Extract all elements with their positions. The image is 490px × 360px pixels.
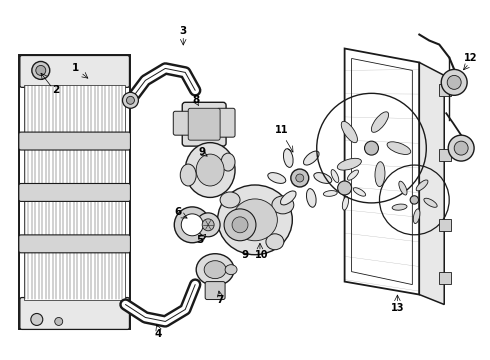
FancyBboxPatch shape (217, 108, 235, 137)
FancyBboxPatch shape (20, 298, 129, 329)
Ellipse shape (220, 192, 240, 208)
FancyBboxPatch shape (188, 108, 220, 140)
Circle shape (36, 66, 46, 75)
Polygon shape (344, 49, 419, 294)
Bar (439, 84, 451, 96)
Text: 3: 3 (180, 26, 187, 36)
Text: 12: 12 (465, 54, 478, 63)
Ellipse shape (233, 199, 277, 241)
Ellipse shape (331, 170, 339, 183)
Circle shape (196, 213, 220, 237)
FancyBboxPatch shape (173, 111, 191, 135)
Ellipse shape (424, 198, 437, 207)
Circle shape (202, 219, 214, 231)
FancyBboxPatch shape (182, 102, 226, 146)
Ellipse shape (280, 191, 296, 205)
Text: 5: 5 (196, 235, 204, 245)
Ellipse shape (337, 158, 362, 170)
Ellipse shape (347, 170, 359, 180)
Ellipse shape (204, 261, 226, 279)
FancyBboxPatch shape (20, 55, 129, 87)
Bar (19, 55, 130, 329)
Circle shape (296, 174, 304, 182)
Ellipse shape (371, 112, 389, 132)
Circle shape (126, 96, 134, 104)
Bar (439, 272, 451, 284)
Circle shape (181, 214, 203, 236)
Text: 10: 10 (255, 250, 269, 260)
Ellipse shape (196, 154, 224, 186)
Ellipse shape (221, 153, 235, 171)
Circle shape (55, 318, 63, 325)
Text: 1: 1 (72, 63, 79, 73)
Ellipse shape (196, 254, 234, 285)
Ellipse shape (414, 209, 420, 224)
Ellipse shape (375, 162, 385, 186)
Ellipse shape (341, 121, 357, 143)
Ellipse shape (225, 265, 237, 275)
Circle shape (338, 181, 352, 195)
Ellipse shape (392, 204, 407, 210)
FancyBboxPatch shape (19, 184, 130, 201)
Circle shape (441, 69, 467, 95)
Ellipse shape (399, 181, 407, 195)
Circle shape (122, 92, 138, 108)
Circle shape (447, 75, 461, 89)
Ellipse shape (268, 172, 286, 183)
Text: 8: 8 (193, 95, 200, 105)
Bar (439, 219, 451, 231)
Text: 2: 2 (52, 85, 59, 95)
Text: 11: 11 (275, 125, 289, 135)
Ellipse shape (353, 188, 366, 196)
Polygon shape (419, 62, 444, 305)
Text: 4: 4 (155, 329, 162, 339)
Ellipse shape (218, 185, 293, 255)
Text: 9: 9 (198, 147, 206, 157)
FancyBboxPatch shape (19, 235, 130, 253)
Ellipse shape (306, 189, 316, 207)
Circle shape (365, 141, 378, 155)
Ellipse shape (303, 151, 319, 165)
Circle shape (410, 196, 418, 204)
Circle shape (291, 169, 309, 187)
FancyBboxPatch shape (205, 282, 225, 300)
Circle shape (232, 217, 248, 233)
Text: 9: 9 (242, 250, 248, 260)
Ellipse shape (266, 234, 284, 250)
Ellipse shape (314, 172, 332, 183)
Ellipse shape (343, 197, 348, 210)
Ellipse shape (180, 164, 196, 186)
Ellipse shape (387, 142, 411, 154)
Circle shape (174, 207, 210, 243)
Circle shape (224, 209, 256, 241)
Ellipse shape (272, 196, 294, 214)
Bar (439, 149, 451, 161)
Ellipse shape (323, 190, 337, 196)
FancyBboxPatch shape (19, 132, 130, 150)
Text: 7: 7 (217, 294, 224, 305)
Ellipse shape (185, 143, 235, 197)
Text: 6: 6 (174, 207, 182, 217)
Ellipse shape (283, 149, 293, 167)
Circle shape (31, 314, 43, 325)
Ellipse shape (416, 180, 428, 191)
Circle shape (454, 141, 468, 155)
Text: 13: 13 (391, 302, 404, 312)
Circle shape (32, 62, 50, 80)
Circle shape (448, 135, 474, 161)
Bar (24, 85, 125, 300)
